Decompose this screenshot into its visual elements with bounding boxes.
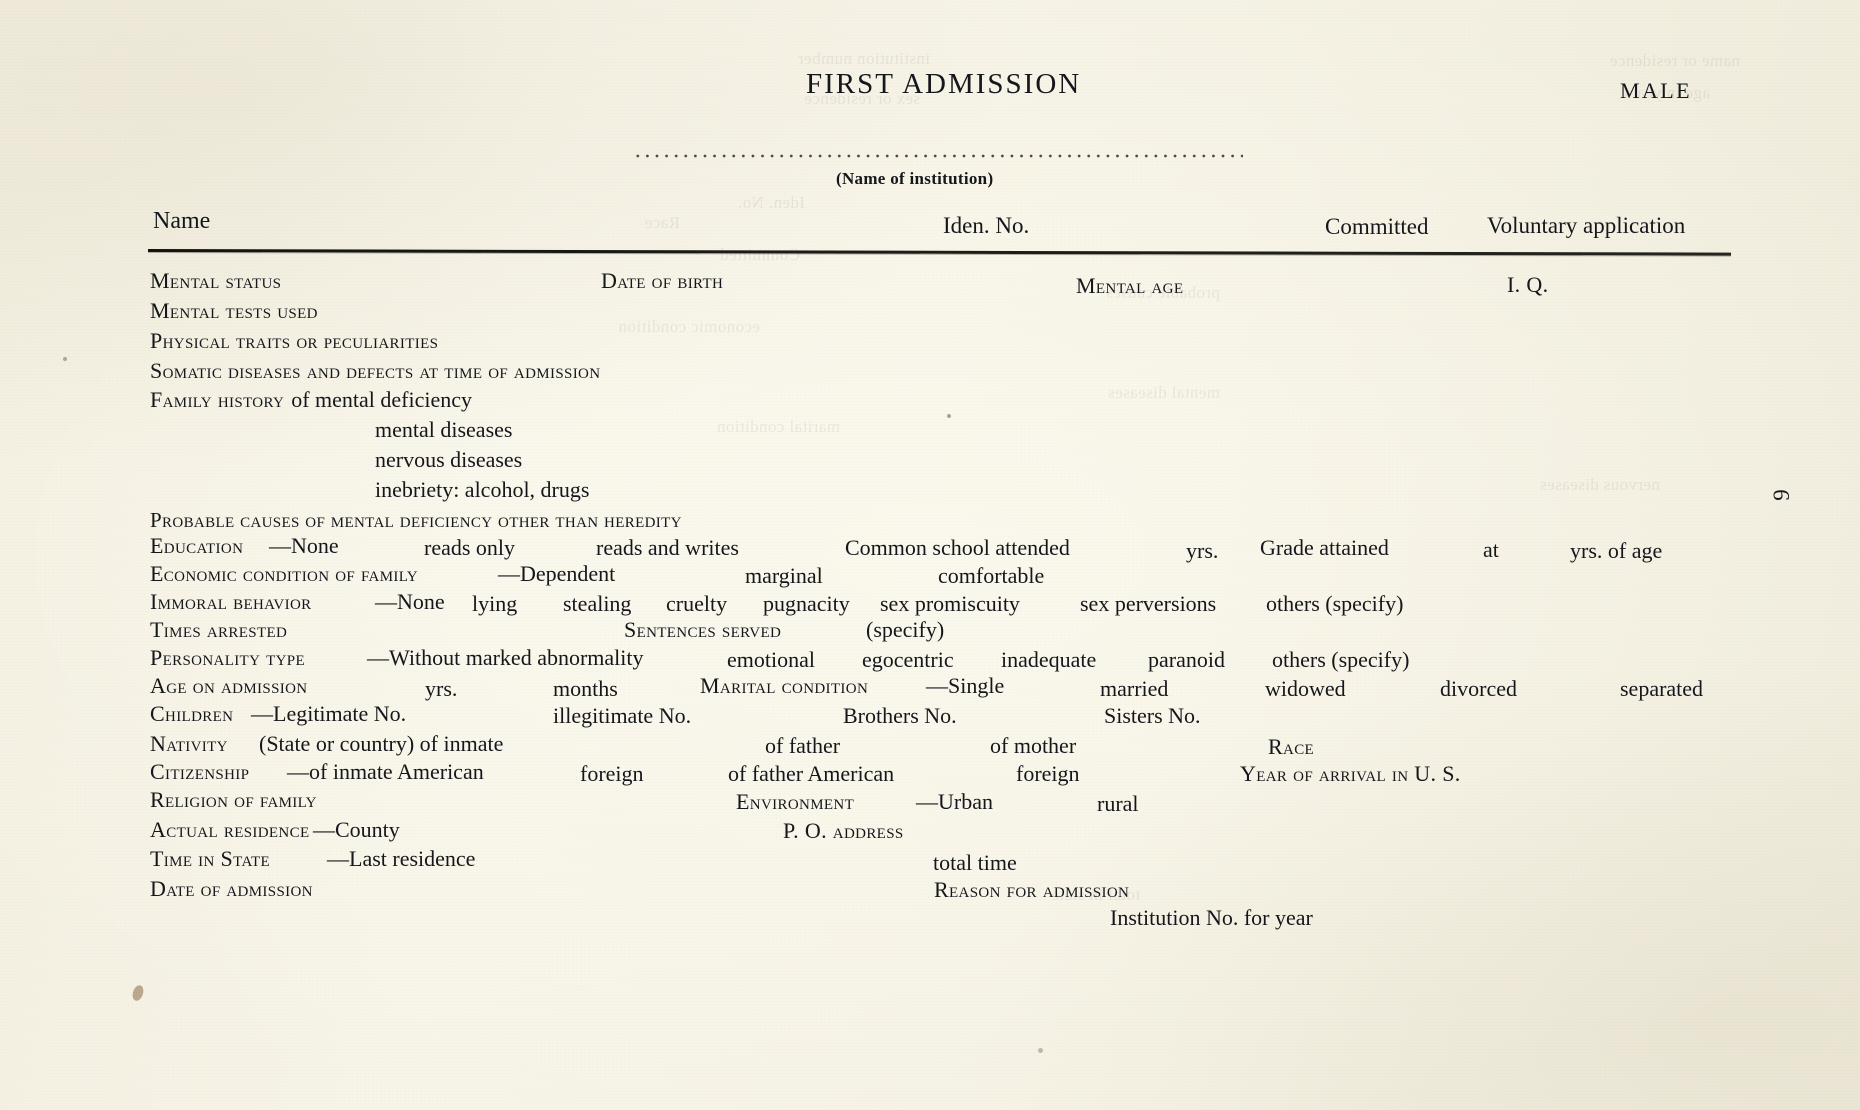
header-divider-rule	[147, 249, 1731, 256]
age-yrs[interactable]: yrs.	[425, 676, 458, 701]
family-history-item[interactable]: nervous diseases	[375, 447, 523, 472]
sex-label: MALE	[1620, 78, 1692, 103]
field-mental-tests-used[interactable]: Mental tests used	[150, 298, 318, 323]
marital-option-married[interactable]: married	[1100, 676, 1169, 701]
paper-speck	[947, 414, 951, 418]
brothers-no[interactable]: Brothers No.	[843, 703, 957, 728]
po-address-label[interactable]: P. O. address	[783, 818, 904, 843]
field-times-arrested[interactable]: Times arrested	[150, 617, 288, 642]
personality-option-others[interactable]: others (specify)	[1272, 647, 1410, 672]
citizenship-of-father-american[interactable]: of father American	[728, 761, 895, 786]
committed-label[interactable]: Committed	[1325, 214, 1429, 239]
immoral-option-sex-promiscuity[interactable]: sex promiscuity	[880, 591, 1020, 616]
reason-for-admission-label[interactable]: Reason for admission	[934, 877, 1130, 902]
field-iq[interactable]: I. Q.	[1507, 272, 1549, 297]
personality-option-paranoid[interactable]: paranoid	[1148, 647, 1225, 672]
education-at[interactable]: at	[1483, 537, 1499, 562]
family-history-item[interactable]: inebriety: alcohol, drugs	[375, 477, 590, 502]
nativity-label[interactable]: Nativity	[150, 731, 228, 756]
economic-option-comfortable[interactable]: comfortable	[938, 563, 1045, 588]
education-label[interactable]: Education	[150, 533, 244, 558]
field-somatic-diseases[interactable]: Somatic diseases and defects at time of …	[150, 358, 601, 383]
citizenship-father-foreign[interactable]: foreign	[1016, 761, 1080, 786]
immoral-option-sex-perversions[interactable]: sex perversions	[1080, 591, 1217, 616]
nativity-of-mother[interactable]: of mother	[990, 733, 1077, 758]
age-months[interactable]: months	[553, 676, 618, 701]
time-in-state-label[interactable]: Time in State	[150, 846, 271, 871]
nativity-qualifier[interactable]: (State or country) of inmate	[259, 731, 504, 756]
personality-option-egocentric[interactable]: egocentric	[862, 647, 954, 672]
immoral-option-stealing[interactable]: stealing	[563, 591, 632, 616]
children-illegitimate[interactable]: illegitimate No.	[553, 703, 692, 728]
immoral-option-none[interactable]: —None	[375, 589, 445, 614]
marital-condition-label[interactable]: Marital condition	[700, 673, 869, 698]
actual-residence-label[interactable]: Actual residence	[150, 817, 310, 842]
education-option-common-school[interactable]: Common school attended	[845, 535, 1070, 560]
field-physical-traits[interactable]: Physical traits or peculiarities	[150, 328, 439, 353]
paper-speck	[1038, 1048, 1043, 1053]
marital-option-widowed[interactable]: widowed	[1265, 676, 1346, 701]
immoral-option-pugnacity[interactable]: pugnacity	[763, 591, 850, 616]
paper-speck	[63, 357, 67, 361]
immoral-option-cruelty[interactable]: cruelty	[666, 591, 728, 616]
marital-option-separated[interactable]: separated	[1620, 676, 1704, 701]
citizenship-of-inmate-american[interactable]: —of inmate American	[287, 759, 484, 784]
citizenship-label[interactable]: Citizenship	[150, 759, 250, 784]
education-yrs-of-age[interactable]: yrs. of age	[1570, 538, 1663, 563]
family-history-item[interactable]: mental diseases	[375, 417, 513, 442]
family-history-label: Family history	[150, 387, 285, 412]
marital-option-divorced[interactable]: divorced	[1440, 676, 1517, 701]
field-sentences-served[interactable]: Sentences served	[624, 617, 782, 642]
personality-option-without-marked-abnormality[interactable]: —Without marked abnormality	[367, 645, 644, 670]
environment-rural[interactable]: rural	[1097, 791, 1139, 816]
personality-option-emotional[interactable]: emotional	[727, 647, 815, 672]
immoral-option-others[interactable]: others (specify)	[1266, 591, 1404, 616]
personality-type-label[interactable]: Personality type	[150, 645, 305, 670]
institution-name-dotted-line[interactable]	[633, 146, 1243, 158]
citizenship-inmate-foreign[interactable]: foreign	[580, 761, 644, 786]
paper-stain	[130, 983, 146, 1003]
field-mental-status[interactable]: Mental status	[150, 268, 282, 293]
institution-no-for-year[interactable]: Institution No. for year	[1110, 905, 1313, 930]
iden-no-label[interactable]: Iden. No.	[943, 213, 1030, 238]
voluntary-application-label[interactable]: Voluntary application	[1487, 213, 1686, 238]
name-field-label[interactable]: Name	[153, 208, 211, 234]
religion-label[interactable]: Religion of family	[150, 787, 317, 812]
immoral-option-lying[interactable]: lying	[472, 591, 518, 616]
sisters-no[interactable]: Sisters No.	[1104, 703, 1201, 728]
field-family-history[interactable]: Family history of mental deficiency	[150, 387, 472, 413]
education-option-none[interactable]: —None	[269, 533, 339, 558]
nativity-of-father[interactable]: of father	[765, 733, 841, 758]
economic-option-dependent[interactable]: —Dependent	[498, 561, 616, 586]
immoral-behavior-label[interactable]: Immoral behavior	[150, 589, 312, 614]
education-option-reads-only[interactable]: reads only	[424, 535, 516, 560]
sentences-served-specify[interactable]: (specify)	[866, 617, 945, 642]
year-of-arrival-label[interactable]: Year of arrival in U. S.	[1240, 761, 1461, 786]
education-option-reads-and-writes[interactable]: reads and writes	[596, 535, 739, 560]
time-in-state-last-residence[interactable]: —Last residence	[327, 846, 476, 871]
marital-option-single[interactable]: —Single	[926, 673, 1005, 698]
children-label[interactable]: Children	[150, 701, 234, 726]
time-in-state-total-time[interactable]: total time	[933, 850, 1017, 875]
page-number: 9	[1768, 489, 1794, 501]
family-history-first-option: of mental deficiency	[291, 387, 473, 412]
field-date-of-birth[interactable]: Date of birth	[601, 268, 724, 293]
children-legitimate[interactable]: —Legitimate No.	[251, 701, 407, 726]
field-mental-age[interactable]: Mental age	[1076, 273, 1184, 298]
page-title: FIRST ADMISSION	[806, 68, 1082, 100]
race-label[interactable]: Race	[1268, 734, 1315, 759]
economic-condition-label[interactable]: Economic condition of family	[150, 561, 418, 586]
date-of-admission-label[interactable]: Date of admission	[150, 876, 313, 901]
environment-urban[interactable]: —Urban	[916, 789, 993, 814]
education-yrs[interactable]: yrs.	[1186, 538, 1219, 563]
education-grade-attained[interactable]: Grade attained	[1260, 535, 1389, 560]
field-age-on-admission[interactable]: Age on admission	[150, 673, 308, 698]
field-probable-causes[interactable]: Probable causes of mental deficiency oth…	[150, 508, 682, 532]
institution-caption: (Name of institution)	[836, 169, 994, 188]
economic-option-marginal[interactable]: marginal	[745, 563, 823, 588]
environment-label[interactable]: Environment	[736, 789, 855, 814]
personality-option-inadequate[interactable]: inadequate	[1001, 647, 1097, 672]
actual-residence-county[interactable]: —County	[313, 817, 400, 842]
